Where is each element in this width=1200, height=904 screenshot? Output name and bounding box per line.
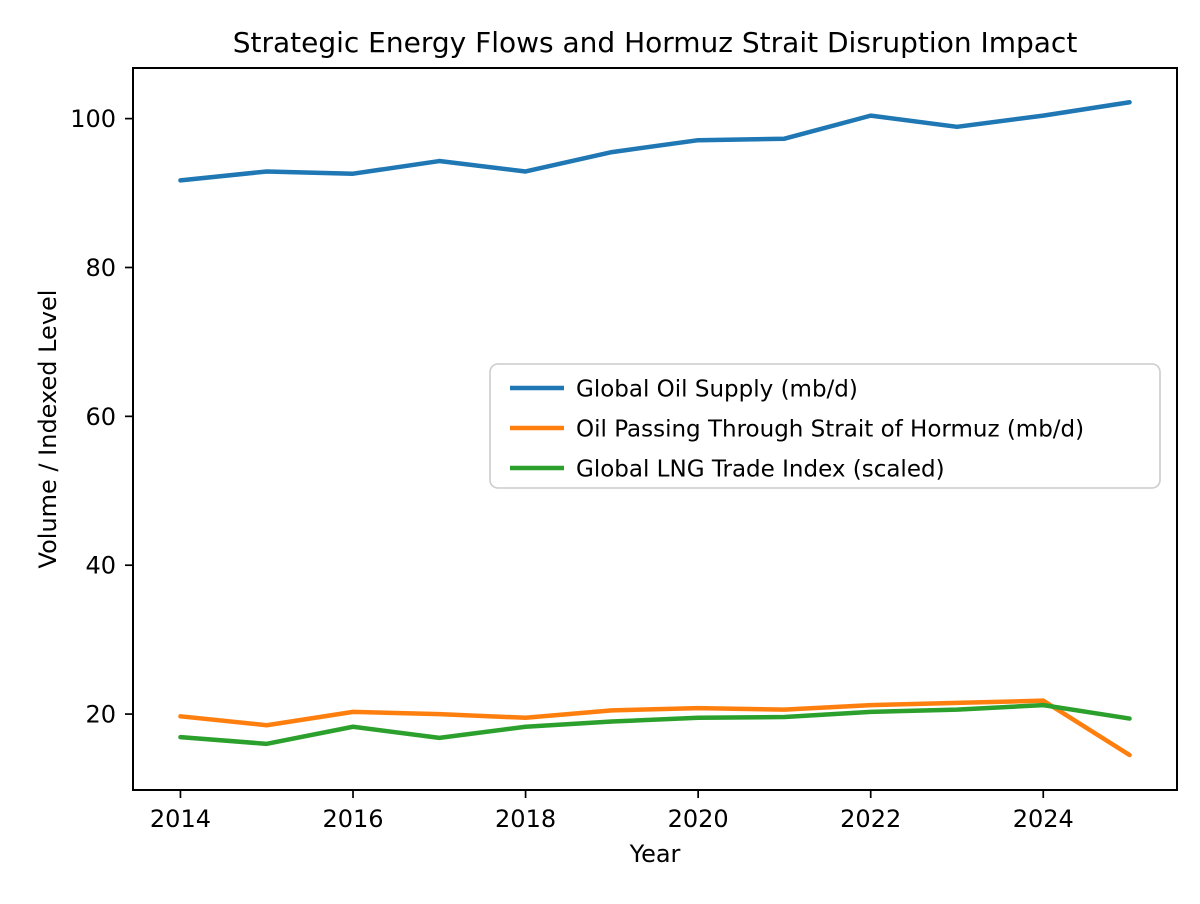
- x-tick-label: 2016: [322, 805, 383, 833]
- x-axis-ticks: [179, 790, 1045, 798]
- chart-title: Strategic Energy Flows and Hormuz Strait…: [233, 26, 1078, 59]
- series-line-global-oil-supply-mb-d: [178, 99, 1132, 183]
- y-axis-ticks: [125, 117, 133, 715]
- y-tick-label: 20: [85, 701, 116, 729]
- x-axis-label: Year: [629, 840, 681, 868]
- legend-item-lng-index: Global LNG Trade Index (scaled): [510, 457, 945, 483]
- x-tick-label: 2018: [495, 805, 556, 833]
- plot-area-border: [132, 67, 1178, 791]
- x-axis-tick-labels: 2014 2016 2018 2020 2022 2024: [150, 805, 1074, 833]
- y-axis-label: Volume / Indexed Level: [34, 290, 62, 569]
- legend-item-hormuz-oil: Oil Passing Through Strait of Hormuz (mb…: [510, 417, 1084, 443]
- y-axis-tick-labels: 20 40 60 80 100: [70, 105, 116, 728]
- y-tick-label: 40: [85, 552, 116, 580]
- y-tick-label: 60: [85, 403, 116, 431]
- legend-box: [489, 363, 1161, 489]
- y-tick-label: 100: [70, 105, 116, 133]
- x-tick-label: 2024: [1013, 805, 1074, 833]
- legend-label: Global LNG Trade Index (scaled): [576, 457, 945, 483]
- legend: Global Oil Supply (mb/d) Oil Passing Thr…: [489, 363, 1161, 489]
- x-tick-label: 2020: [668, 805, 729, 833]
- legend-item-global-oil-supply: Global Oil Supply (mb/d): [510, 377, 858, 403]
- x-tick-label: 2022: [840, 805, 901, 833]
- y-tick-label: 80: [85, 254, 116, 282]
- series-line-global-lng-trade-index-scaled: [178, 702, 1132, 747]
- x-tick-label: 2014: [150, 805, 211, 833]
- legend-label: Oil Passing Through Strait of Hormuz (mb…: [576, 417, 1084, 443]
- series-line-oil-passing-through-strait-of-hormuz-mb-d: [178, 698, 1132, 758]
- legend-label: Global Oil Supply (mb/d): [576, 377, 858, 403]
- series-lines: [178, 99, 1132, 758]
